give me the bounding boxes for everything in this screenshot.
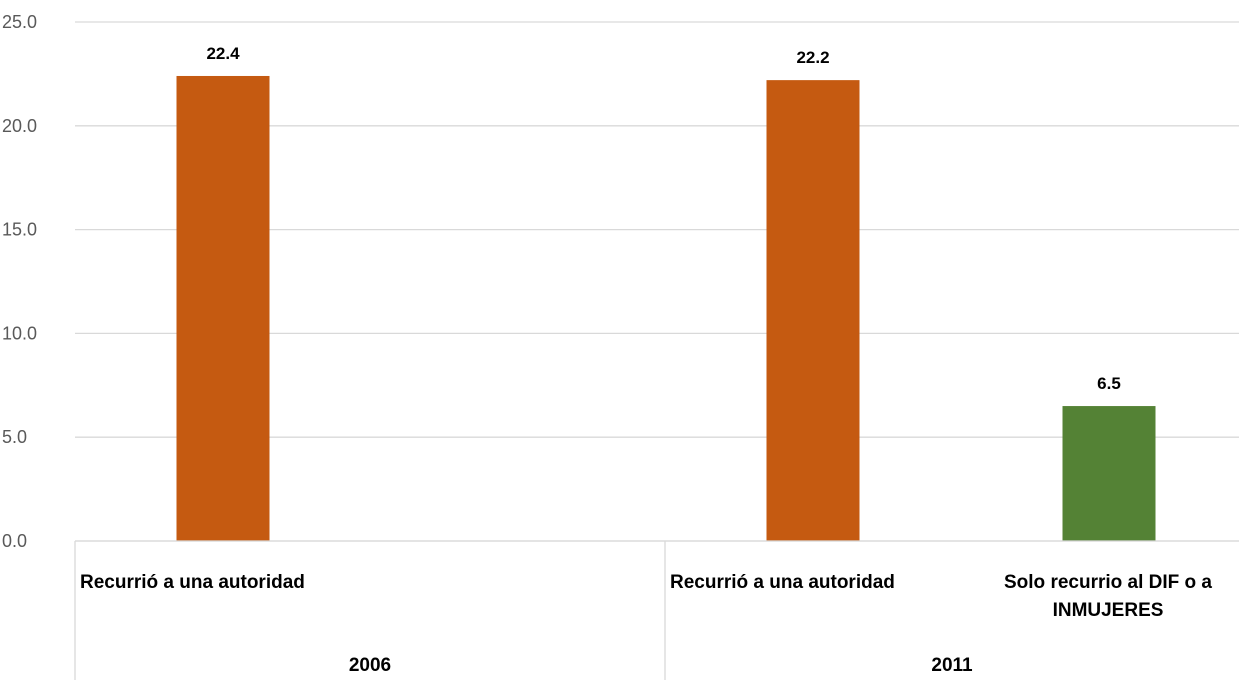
y-tick-label: 25.0 [2,12,37,32]
data-label: 6.5 [1097,374,1121,393]
bar [1062,406,1156,541]
y-tick-label: 0.0 [2,531,27,551]
data-label: 22.4 [206,44,240,63]
group-label: 2006 [349,655,391,676]
y-tick-label: 10.0 [2,323,37,343]
bar [766,80,860,542]
y-tick-label: 5.0 [2,427,27,447]
bars [176,75,1156,542]
y-tick-label: 15.0 [2,220,37,240]
group-labels: 2006 2011 [349,655,973,676]
category-label-line: Solo recurrio al DIF o a [1004,572,1212,593]
bar [176,75,270,541]
y-tick-label: 20.0 [2,116,37,136]
group-label: 2011 [931,655,973,676]
category-label-line: INMUJERES [1053,600,1164,621]
category-label: Recurrió a una autoridad [80,572,305,593]
y-axis-ticks: 0.0 5.0 10.0 15.0 20.0 25.0 [2,12,37,551]
category-axis-frame [74,540,1239,680]
data-labels: 22.4 22.2 6.5 [206,44,1120,393]
category-label: Solo recurrio al DIF o a INMUJERES [1004,572,1212,621]
data-label: 22.2 [796,48,829,67]
category-labels: Recurrió a una autoridad Recurrió a una a… [80,572,1212,621]
category-label: Recurrió a una autoridad [670,572,895,593]
